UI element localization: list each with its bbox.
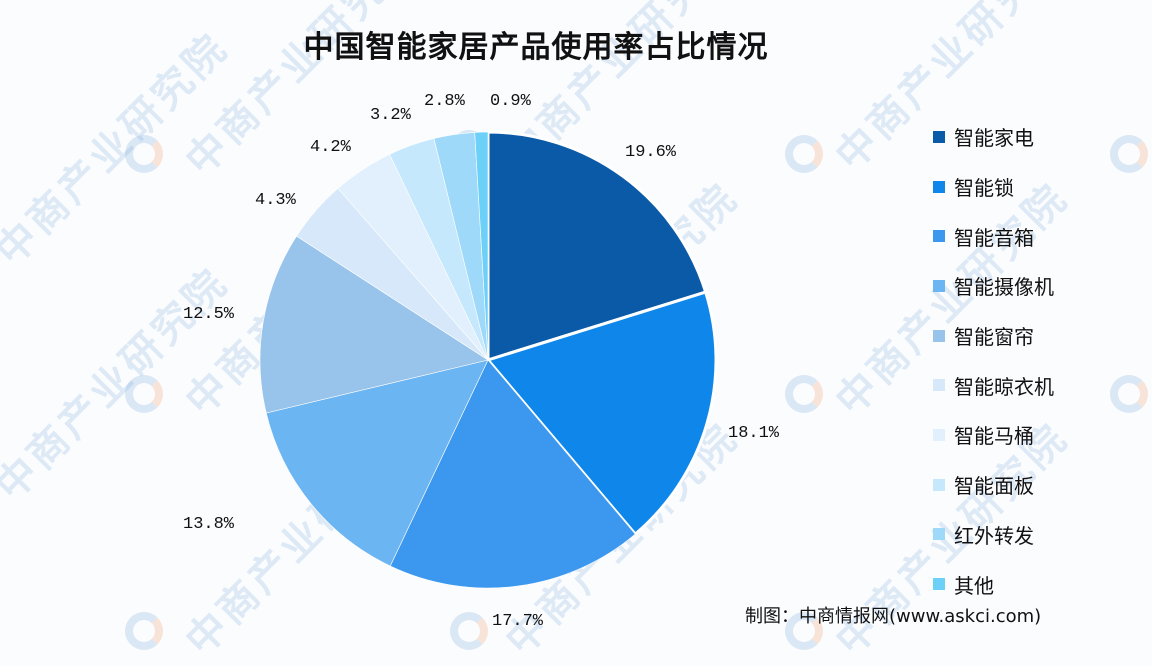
legend-swatch-icon	[933, 130, 945, 143]
slice-value-label: 4.3%	[255, 191, 296, 210]
legend-item: 智能晾衣机	[933, 360, 1054, 410]
slice-value-label: 4.2%	[310, 138, 351, 157]
legend-label: 红外转发	[954, 523, 1034, 548]
legend-swatch-icon	[933, 478, 945, 491]
legend-item: 智能锁	[933, 162, 1054, 212]
legend-label: 智能面板	[954, 474, 1034, 499]
legend-swatch-icon	[933, 279, 945, 292]
legend-item: 其他	[933, 559, 1054, 609]
slice-value-label: 18.1%	[728, 424, 780, 443]
legend-swatch-icon	[933, 180, 945, 193]
pie-slice	[265, 359, 489, 567]
legend-swatch-icon	[933, 578, 945, 591]
legend-label: 智能摄像机	[954, 275, 1054, 300]
pie-slice	[389, 359, 636, 589]
legend-item: 智能家电	[933, 112, 1054, 162]
legend-swatch-icon	[933, 230, 945, 243]
legend-label: 智能马桶	[954, 424, 1034, 449]
source-credit: 制图：中商情报网(www.askci.com)	[745, 606, 1042, 627]
legend-label: 智能晾衣机	[954, 374, 1054, 399]
legend-swatch-icon	[933, 528, 945, 541]
slice-value-label: 12.5%	[183, 305, 235, 324]
legend-item: 智能马桶	[933, 410, 1054, 460]
slice-value-label: 19.6%	[625, 143, 677, 162]
legend-item: 智能音箱	[933, 211, 1054, 261]
legend-swatch-icon	[933, 379, 945, 392]
slice-value-label: 0.9%	[490, 92, 531, 111]
pie-slice	[486, 130, 708, 363]
slice-value-label: 3.2%	[370, 106, 411, 125]
slice-value-label: 17.7%	[492, 612, 544, 631]
legend-item: 智能面板	[933, 460, 1054, 510]
legend-label: 智能家电	[954, 126, 1034, 151]
pie-slice	[485, 290, 718, 537]
slice-value-label: 2.8%	[424, 92, 465, 111]
legend-item: 红外转发	[933, 510, 1054, 560]
legend-item: 智能摄像机	[933, 261, 1054, 311]
legend-label: 其他	[954, 573, 994, 598]
legend: 智能家电智能锁智能音箱智能摄像机智能窗帘智能晾衣机智能马桶智能面板红外转发其他	[933, 112, 1054, 609]
legend-label: 智能锁	[954, 176, 1014, 201]
legend-label: 智能音箱	[954, 225, 1034, 250]
pie-slice	[259, 235, 489, 414]
legend-item: 智能窗帘	[933, 311, 1054, 361]
legend-label: 智能窗帘	[954, 325, 1034, 350]
pie-slice	[474, 131, 489, 361]
slice-value-label: 13.8%	[183, 515, 235, 534]
chart-title: 中国智能家居产品使用率占比情况	[303, 30, 769, 65]
legend-swatch-icon	[933, 329, 945, 342]
legend-swatch-icon	[933, 428, 945, 441]
